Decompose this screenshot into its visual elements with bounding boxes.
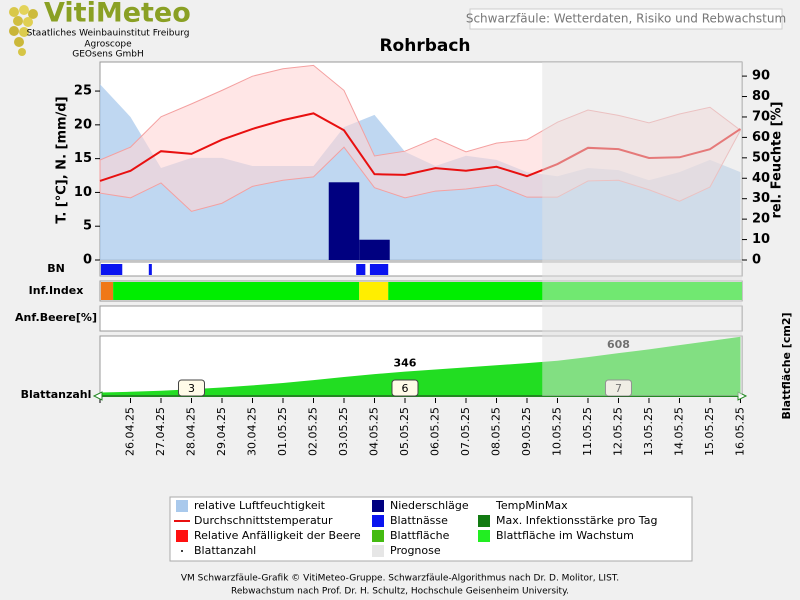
legend-swatch xyxy=(478,530,490,542)
leaf-wetness xyxy=(369,264,389,275)
y2-tick-label: 60 xyxy=(752,130,770,145)
institute: Staatliches Weinbauinstitut Freiburg xyxy=(27,29,190,39)
x-tick-label: 03.05.25 xyxy=(337,407,350,456)
legend-label: Prognose xyxy=(390,544,441,557)
y2-tick-label: 0 xyxy=(752,253,761,268)
x-tick-label: 09.05.25 xyxy=(520,407,533,456)
y-tick-label: 15 xyxy=(74,151,92,166)
x-tick-label: 06.05.25 xyxy=(428,407,441,456)
legend-label: TempMinMax xyxy=(495,499,568,512)
legend-swatch xyxy=(372,515,384,527)
row-label: Blattanzahl xyxy=(21,388,92,401)
row-label: Inf.Index xyxy=(29,284,84,297)
x-tick-label: 15.05.25 xyxy=(703,407,716,456)
x-tick-label: 05.05.25 xyxy=(398,407,411,456)
x-tick-label: 11.05.25 xyxy=(581,407,594,456)
area-label: 346 xyxy=(394,357,417,370)
infection-segment xyxy=(359,282,389,300)
legend-swatch xyxy=(176,500,188,512)
legend-label: Relative Anfälligkeit der Beere xyxy=(194,529,361,542)
precipitation-bar xyxy=(328,182,360,260)
legend-label: relative Luftfeuchtigkeit xyxy=(194,499,326,512)
leaf-count-box xyxy=(391,379,419,397)
leaf-wetness xyxy=(100,264,123,275)
y-tick-label: 10 xyxy=(74,185,92,200)
forecast-overlay xyxy=(542,62,742,396)
y2-axis-title: rel. Feuchte [%] xyxy=(770,102,785,219)
x-tick-label: 16.05.25 xyxy=(733,407,746,456)
subtitle-box xyxy=(469,8,783,30)
y-tick-label: 25 xyxy=(74,84,92,99)
x-tick-label: 02.05.25 xyxy=(306,407,319,456)
x-tick-label: 07.05.25 xyxy=(459,407,472,456)
infection-segment xyxy=(100,282,114,300)
footer: Rebwachstum nach Prof. Dr. H. Schultz, H… xyxy=(231,587,569,597)
institute: Agroscope xyxy=(84,40,132,50)
y-tick-label: 0 xyxy=(83,253,92,268)
x-tick-label: 29.04.25 xyxy=(215,407,228,456)
legend-label: Niederschläge xyxy=(390,499,469,512)
x-tick-label: 30.04.25 xyxy=(245,407,258,456)
legend-label: Blattnässe xyxy=(390,514,448,527)
x-tick-label: 10.05.25 xyxy=(550,407,563,456)
y-tick-label: 5 xyxy=(83,219,92,234)
area-axis-title: Blattfläche [cm2] xyxy=(780,312,793,419)
y2-tick-label: 80 xyxy=(752,89,770,104)
y2-tick-label: 50 xyxy=(752,150,770,165)
x-tick-label: 04.05.25 xyxy=(367,407,380,456)
leaf-count: 3 xyxy=(188,382,195,395)
legend-swatch xyxy=(372,530,384,542)
x-tick-label: 27.04.25 xyxy=(154,407,167,456)
x-tick-label: 12.05.25 xyxy=(611,407,624,456)
x-tick-label: 13.05.25 xyxy=(642,407,655,456)
y2-tick-label: 20 xyxy=(752,212,770,227)
leaf-count: 6 xyxy=(401,382,408,395)
y2-tick-label: 90 xyxy=(752,69,770,84)
row-label: BN xyxy=(47,262,65,275)
subtitle: Schwarzfäule: Wetterdaten, Risiko und Re… xyxy=(466,12,786,26)
y2-tick-label: 40 xyxy=(752,171,770,186)
legend-label: Durchschnittstemperatur xyxy=(194,514,333,527)
legend-swatch xyxy=(372,500,384,512)
y-axis-title: T. [°C], N. [mm/d] xyxy=(55,96,70,223)
legend-label: Blattfläche im Wachstum xyxy=(496,529,634,542)
y2-tick-label: 70 xyxy=(752,109,770,124)
logo-text: VitiMeteo xyxy=(44,0,191,29)
logo-icon xyxy=(9,5,38,56)
footer: VM Schwarzfäule-Grafik © VitiMeteo-Grupp… xyxy=(181,574,619,584)
x-tick-label: 28.04.25 xyxy=(184,407,197,456)
legend-box xyxy=(169,496,693,562)
legend-label: Blattanzahl xyxy=(194,544,256,557)
x-tick-label: 26.04.25 xyxy=(123,407,136,456)
precipitation-bar xyxy=(359,239,390,260)
x-tick-label: 14.05.25 xyxy=(672,407,685,456)
legend-swatch xyxy=(181,550,183,552)
leaf-wetness xyxy=(356,264,366,275)
x-tick-label: 08.05.25 xyxy=(489,407,502,456)
legend-swatch xyxy=(176,530,188,542)
legend-label: Blattfläche xyxy=(390,529,450,542)
institute: GEOsens GmbH xyxy=(72,50,143,60)
x-tick-label: 01.05.25 xyxy=(276,407,289,456)
legend-swatch xyxy=(372,545,384,557)
legend-swatch xyxy=(478,515,490,527)
row-label: Anf.Beere[%] xyxy=(15,311,97,324)
infection-segment xyxy=(113,282,360,300)
leaf-count-box xyxy=(177,379,205,397)
y2-tick-label: 30 xyxy=(752,191,770,206)
chart-title: Rohrbach xyxy=(379,36,470,56)
y-tick-label: 20 xyxy=(74,117,92,132)
y2-tick-label: 10 xyxy=(752,232,770,247)
leaf-wetness xyxy=(148,264,152,275)
legend-label: Max. Infektionsstärke pro Tag xyxy=(496,514,657,527)
